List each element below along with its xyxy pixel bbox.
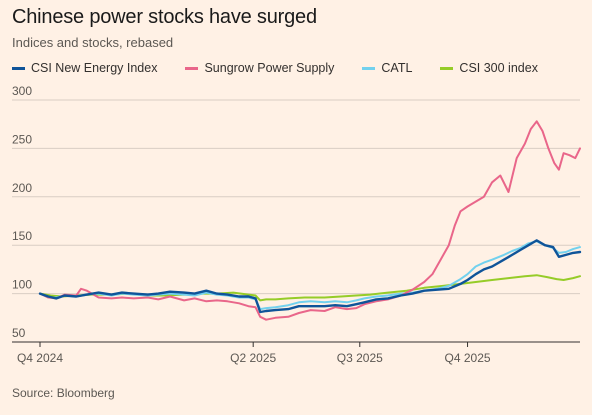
y-tick-label: 250	[12, 132, 32, 146]
legend-label-sungrow: Sungrow Power Supply	[204, 61, 335, 75]
grid-lines	[12, 99, 580, 295]
legend-swatch-sungrow	[185, 66, 199, 70]
y-tick-label: 100	[12, 278, 32, 292]
series-line-sungrow	[39, 120, 581, 321]
legend-swatch-csi-new-energy	[12, 66, 25, 70]
legend-item-sungrow: Sungrow Power Supply	[185, 61, 334, 75]
chart-title: Chinese power stocks have surged	[12, 6, 317, 28]
y-tick-label: 300	[12, 84, 32, 98]
legend-label-catl: CATL	[381, 61, 413, 75]
legend-item-csi-new-energy: CSI New Energy Index	[12, 61, 157, 75]
series-lines	[38, 120, 582, 321]
source-note: Source: Bloomberg	[12, 386, 115, 400]
y-tick-label: 150	[12, 229, 32, 243]
y-tick-label: 200	[12, 181, 32, 195]
chart-subtitle: Indices and stocks, rebased	[12, 35, 174, 50]
x-tick-label: Q2 2025	[230, 351, 276, 365]
legend-item-csi-300: CSI 300 index	[440, 61, 538, 75]
legend-swatch-catl	[362, 66, 376, 70]
legend-item-catl: CATL	[362, 61, 412, 75]
series-line-csi-new-energy	[38, 239, 582, 314]
y-tick-label: 50	[12, 326, 26, 340]
x-tick-label: Q4 2025	[445, 351, 491, 365]
legend: CSI New Energy Index Sungrow Power Suppl…	[12, 61, 566, 75]
x-tick-label: Q4 2024	[17, 351, 63, 365]
axes: 50 100 150 200 250 300 Q4 2024 Q2 2025 Q3 2025 Q4…	[12, 84, 580, 365]
legend-swatch-csi-300	[440, 66, 454, 70]
legend-label-csi-300: CSI 300 index	[459, 61, 538, 75]
legend-label-csi-new-energy: CSI New Energy Index	[31, 61, 158, 75]
x-tick-label: Q3 2025	[337, 351, 383, 365]
series-line-catl	[39, 240, 581, 311]
